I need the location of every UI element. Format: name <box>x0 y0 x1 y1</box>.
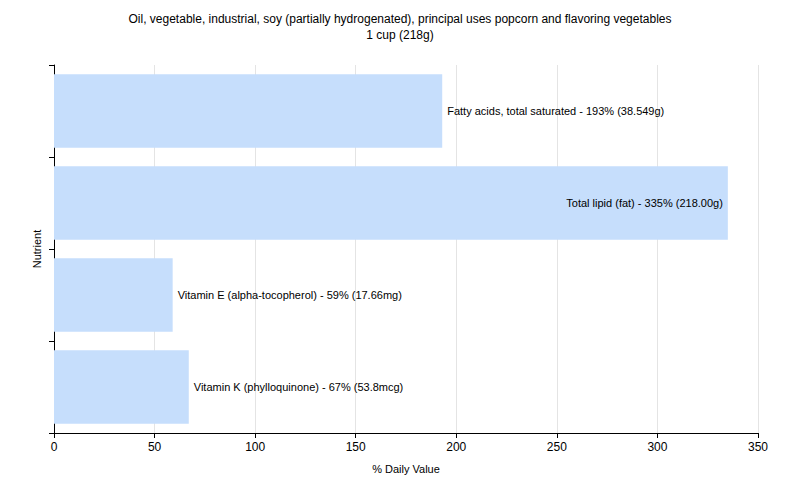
svg-text:150: 150 <box>346 440 366 454</box>
svg-text:300: 300 <box>647 440 667 454</box>
svg-text:Total lipid (fat) - 335% (218.: Total lipid (fat) - 335% (218.00g) <box>566 197 723 209</box>
svg-text:% Daily Value: % Daily Value <box>372 463 440 475</box>
svg-text:250: 250 <box>547 440 567 454</box>
svg-text:200: 200 <box>446 440 466 454</box>
svg-text:50: 50 <box>148 440 162 454</box>
svg-text:Nutrient: Nutrient <box>31 230 43 269</box>
svg-text:350: 350 <box>748 440 768 454</box>
svg-text:Vitamin E (alpha-tocopherol) -: Vitamin E (alpha-tocopherol) - 59% (17.6… <box>178 289 402 301</box>
svg-text:Vitamin K (phylloquinone) - 67: Vitamin K (phylloquinone) - 67% (53.8mcg… <box>194 381 404 393</box>
svg-text:Fatty acids, total saturated -: Fatty acids, total saturated - 193% (38.… <box>447 105 664 117</box>
svg-text:1 cup (218g): 1 cup (218g) <box>366 28 433 42</box>
svg-text:100: 100 <box>245 440 265 454</box>
svg-text:Oil, vegetable, industrial, so: Oil, vegetable, industrial, soy (partial… <box>129 12 672 26</box>
svg-text:0: 0 <box>51 440 58 454</box>
